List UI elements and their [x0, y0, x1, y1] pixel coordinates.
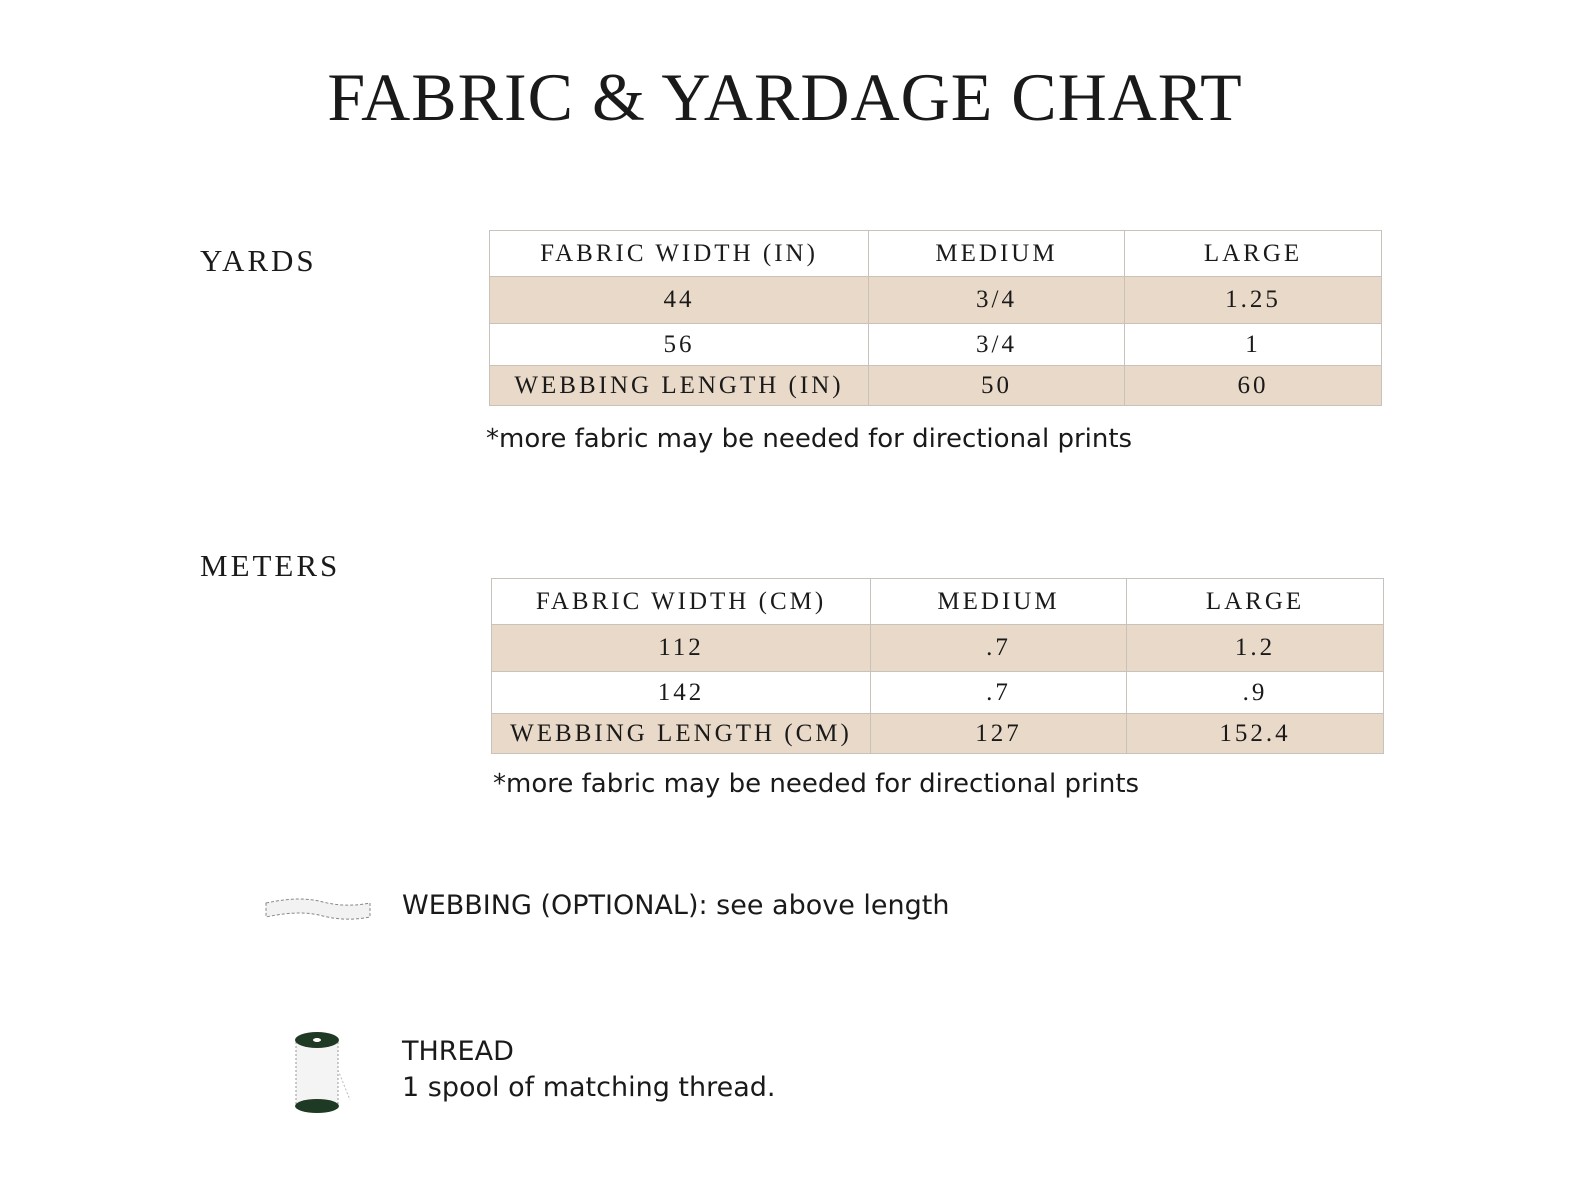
table-row: 142 .7 .9: [491, 671, 1384, 714]
page-title: FABRIC & YARDAGE CHART: [327, 59, 1243, 135]
thread-spool-icon: [295, 1032, 351, 1113]
table-row: 112 .7 1.2: [491, 624, 1384, 672]
table-row: 44 3/4 1.25: [489, 276, 1382, 324]
table-cell: 152.4: [1126, 713, 1384, 754]
table-cell: .9: [1126, 671, 1384, 714]
header-cell: FABRIC WIDTH (CM): [491, 578, 871, 625]
table-cell: 112: [491, 624, 871, 672]
table-cell: 127: [870, 713, 1127, 754]
thread-item-text: 1 spool of matching thread.: [402, 1072, 776, 1103]
header-cell: FABRIC WIDTH (IN): [489, 230, 869, 277]
table-header-row: FABRIC WIDTH (CM) MEDIUM LARGE: [491, 578, 1384, 625]
table-cell: 1.2: [1126, 624, 1384, 672]
table-row: WEBBING LENGTH (CM) 127 152.4: [491, 713, 1384, 754]
meters-section-label: METERS: [200, 548, 341, 583]
table-cell: 142: [491, 671, 871, 714]
table-cell: .7: [870, 671, 1127, 714]
webbing-item-text: WEBBING (OPTIONAL): see above length: [402, 890, 950, 921]
table-header-row: FABRIC WIDTH (IN) MEDIUM LARGE: [489, 230, 1382, 277]
table-cell: 50: [868, 365, 1125, 406]
table-cell: 44: [489, 276, 869, 324]
table-cell: 3/4: [868, 323, 1125, 366]
webbing-icon: [265, 898, 371, 920]
header-cell: MEDIUM: [868, 230, 1125, 277]
yards-section-label: YARDS: [200, 243, 317, 278]
header-cell: LARGE: [1126, 578, 1384, 625]
table-cell: 60: [1124, 365, 1382, 406]
header-cell: LARGE: [1124, 230, 1382, 277]
table-row: 56 3/4 1: [489, 323, 1382, 366]
header-cell: MEDIUM: [870, 578, 1127, 625]
table-cell: 56: [489, 323, 869, 366]
table-cell: 3/4: [868, 276, 1125, 324]
table-cell: .7: [870, 624, 1127, 672]
table-cell: WEBBING LENGTH (IN): [489, 365, 869, 406]
table-cell: 1: [1124, 323, 1382, 366]
yards-table: FABRIC WIDTH (IN) MEDIUM LARGE 44 3/4 1.…: [489, 230, 1382, 406]
table-cell: WEBBING LENGTH (CM): [491, 713, 871, 754]
meters-table: FABRIC WIDTH (CM) MEDIUM LARGE 112 .7 1.…: [491, 578, 1384, 754]
yards-note: *more fabric may be needed for direction…: [486, 424, 1133, 454]
thread-item-title: THREAD: [402, 1036, 514, 1067]
table-cell: 1.25: [1124, 276, 1382, 324]
table-row: WEBBING LENGTH (IN) 50 60: [489, 365, 1382, 406]
meters-note: *more fabric may be needed for direction…: [493, 769, 1140, 799]
